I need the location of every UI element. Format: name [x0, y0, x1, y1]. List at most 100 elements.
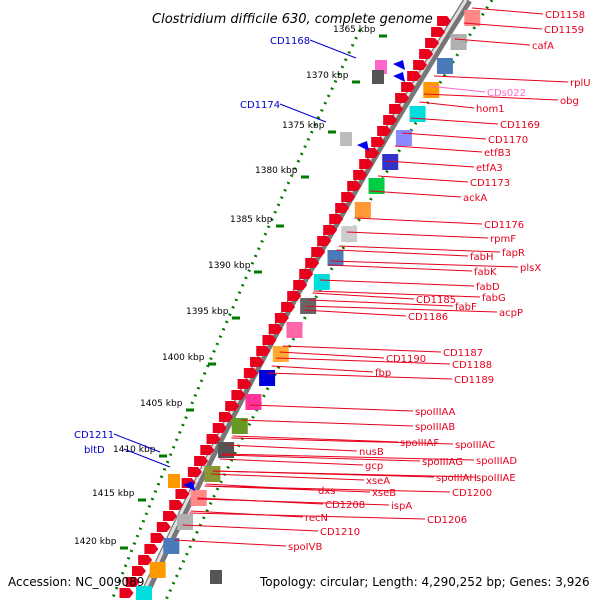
label-leader: [394, 145, 483, 153]
gene-label: spoIIIAC: [455, 440, 495, 451]
label-leader: [336, 249, 469, 257]
gene-arrow: [243, 368, 258, 378]
gene-label: obg: [560, 96, 579, 107]
label-leader: [354, 217, 483, 225]
topology-text: Topology: circular; Length: 4,290,252 bp…: [259, 575, 590, 589]
ruler-tick-label: 1375 kbp: [282, 121, 325, 131]
gene-label: CD1206: [427, 515, 467, 526]
gene-arrow-reverse: [357, 141, 369, 151]
gene-arrow: [347, 181, 362, 191]
gene-arrow: [119, 588, 134, 598]
gene-label: acpP: [499, 308, 523, 319]
gene-block-reverse: [210, 570, 222, 584]
gene-arrow: [395, 93, 410, 103]
gene-block: [245, 394, 262, 410]
label-leader: [174, 539, 287, 547]
label-leader: [472, 7, 544, 15]
gene-block: [436, 58, 453, 74]
gene-arrow: [150, 533, 165, 543]
gene-block: [368, 178, 385, 194]
ruler-tick-label: 1400 kbp: [162, 353, 205, 363]
gene-arrow: [425, 38, 440, 48]
label-leader: [189, 512, 426, 520]
gene-block: [135, 586, 152, 600]
gene-block: [395, 130, 412, 146]
gene-arrow: [131, 566, 146, 576]
gene-arrow: [138, 555, 153, 565]
gene-block: [231, 418, 248, 434]
label-leader: [222, 453, 475, 461]
gene-label: cafA: [532, 41, 554, 52]
gene-arrow: [371, 137, 386, 147]
gene-label-reverse: CD1174: [240, 100, 280, 111]
gene-label: spoIIIAD: [476, 456, 517, 467]
gene-label: spoIIIAB: [415, 422, 455, 433]
gene-label: CD1185: [416, 295, 456, 306]
gene-arrow: [237, 379, 252, 389]
gene-arrow: [311, 247, 326, 257]
gene-arrow: [281, 302, 296, 312]
gene-label: recN: [305, 513, 328, 524]
gene-label: CD1159: [544, 25, 584, 36]
gene-arrow: [377, 126, 392, 136]
label-leader: [211, 473, 365, 481]
gene-label: CD1176: [484, 220, 524, 231]
gene-label: ackA: [463, 193, 487, 204]
label-leader: [434, 75, 569, 83]
label-leader: [369, 190, 462, 198]
gene-label: CD1187: [443, 348, 483, 359]
label-leader: [463, 22, 543, 30]
gene-label: CD1208: [325, 500, 365, 511]
gene-label: rpmF: [490, 234, 516, 245]
gene-label: CDs022: [487, 88, 526, 99]
gene-label: fabD: [476, 282, 500, 293]
ruler-tick-label: 1420 kbp: [74, 537, 117, 547]
gene-label-reverse: CD1168: [270, 36, 310, 47]
label-leader: [309, 39, 357, 59]
ruler-tick-label: 1415 kbp: [92, 489, 135, 499]
gene-label: spoIIIAH: [436, 473, 477, 484]
gene-block: [163, 538, 180, 554]
gene-arrow-reverse: [393, 72, 405, 82]
gene-label: spoIVB: [288, 542, 322, 553]
gene-block: [327, 250, 344, 266]
gene-labels: CD1158 CD1159 cafA rplU obg CDs022 hom1 CD1169 C…: [74, 10, 591, 553]
gene-arrow: [200, 445, 215, 455]
gene-label: xseA: [366, 476, 390, 487]
label-leader: [219, 458, 364, 466]
gene-label: CD1186: [408, 312, 448, 323]
label-leader: [312, 292, 415, 300]
label-leader: [423, 93, 559, 101]
label-leader: [276, 357, 451, 365]
gene-label: spoIIIAE: [476, 473, 516, 484]
ruler-track: [110, 0, 494, 600]
gene-arrow: [268, 324, 283, 334]
gene-arrow: [293, 280, 308, 290]
gene-label: fapR: [502, 248, 525, 259]
gene-label: CD1210: [320, 527, 360, 538]
label-leader: [346, 231, 489, 239]
gene-arrow: [299, 269, 314, 279]
accession-text: Accession: NC_009089: [8, 575, 144, 589]
label-leader: [305, 305, 498, 313]
gene-label-reverse: bltD: [84, 445, 105, 456]
gene-arrow: [413, 60, 428, 70]
gene-label: ispA: [391, 501, 412, 512]
gene-arrow: [401, 82, 416, 92]
gene-label: fabH: [470, 252, 494, 263]
gene-label: spoIIIAG: [422, 457, 463, 468]
label-leader: [386, 160, 475, 168]
label-leader: [282, 345, 442, 353]
gene-label: nusB: [359, 447, 384, 458]
genome-title: Clostridium difficile 630, complete geno…: [152, 12, 433, 27]
gene-label: fabK: [474, 267, 497, 278]
gene-arrow: [250, 357, 265, 367]
gene-arrow: [125, 577, 140, 587]
ruler-tick-label: 1365 kbp: [333, 25, 376, 35]
gene-block: [450, 34, 467, 50]
gene-arrow: [359, 159, 374, 169]
gene-arrow: [389, 104, 404, 114]
label-leader: [454, 38, 531, 46]
gene-arrow: [329, 214, 344, 224]
gene-label: CD1158: [545, 10, 585, 21]
